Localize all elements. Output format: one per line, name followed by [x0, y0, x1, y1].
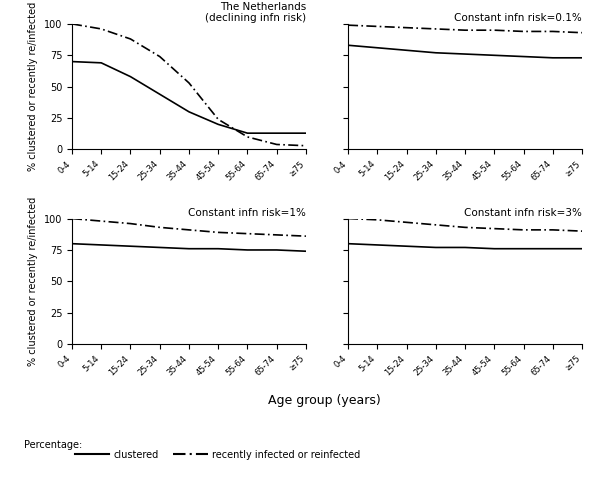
Text: Constant infn risk=0.1%: Constant infn risk=0.1%	[454, 13, 582, 23]
Text: Constant infn risk=3%: Constant infn risk=3%	[464, 208, 582, 218]
Text: The Netherlands
(declining infn risk): The Netherlands (declining infn risk)	[205, 1, 306, 23]
Legend: clustered, recently infected or reinfected: clustered, recently infected or reinfect…	[71, 446, 365, 464]
Text: Constant infn risk=1%: Constant infn risk=1%	[188, 208, 306, 218]
Y-axis label: % clustered or recently re/infected: % clustered or recently re/infected	[28, 197, 38, 366]
Text: Age group (years): Age group (years)	[268, 394, 380, 407]
Y-axis label: % clustered or recently re/infected: % clustered or recently re/infected	[28, 2, 38, 171]
Text: Percentage:: Percentage:	[24, 440, 82, 449]
